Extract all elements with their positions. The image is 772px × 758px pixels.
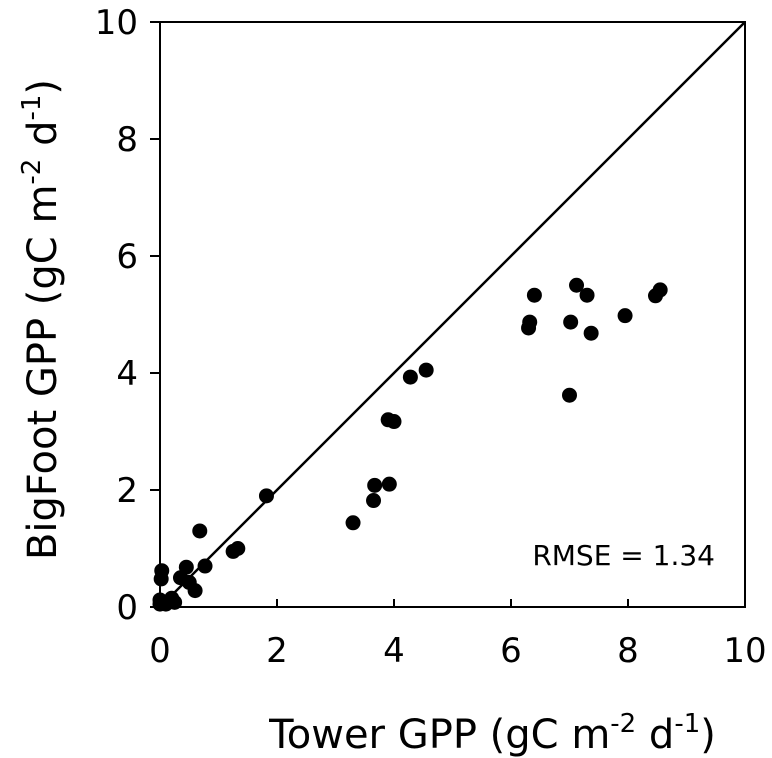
x-tick-label: 4 <box>383 631 405 671</box>
data-point <box>197 558 213 574</box>
x-tick-label: 8 <box>617 631 639 671</box>
data-point <box>526 287 542 303</box>
data-point <box>579 287 595 303</box>
x-axis-title: Tower GPP (gC m-2 d-1) <box>268 709 716 758</box>
x-tick-label: 0 <box>149 631 171 671</box>
data-point <box>617 308 633 324</box>
data-point <box>258 488 274 504</box>
data-point <box>569 277 585 293</box>
y-tick-label: 10 <box>95 3 138 43</box>
y-tick-label: 2 <box>116 471 138 511</box>
data-point <box>178 559 194 575</box>
data-point <box>418 362 434 378</box>
y-tick-label: 0 <box>116 588 138 628</box>
data-point <box>192 523 208 539</box>
data-point <box>164 590 180 606</box>
data-point <box>563 314 579 330</box>
data-point <box>154 563 170 579</box>
plot-frame <box>159 21 746 608</box>
x-tick-label: 6 <box>500 631 522 671</box>
data-point <box>366 493 382 509</box>
y-tick-label: 8 <box>116 120 138 160</box>
data-point <box>583 325 599 341</box>
y-tick-label: 4 <box>116 354 138 394</box>
y-axis-title: BigFoot GPP (gC m-2 d-1) <box>17 79 66 560</box>
x-tick-label: 10 <box>723 631 766 671</box>
x-tick-label: 2 <box>266 631 288 671</box>
data-point <box>187 583 203 599</box>
y-tick-label: 6 <box>116 237 138 277</box>
data-point <box>345 515 361 531</box>
data-point <box>386 414 402 430</box>
plot-area <box>152 21 746 612</box>
data-point <box>381 476 397 492</box>
data-points <box>152 277 668 612</box>
data-point <box>230 541 246 556</box>
x-axis-ticks: 0 2 4 6 8 10 <box>149 599 767 671</box>
data-point <box>522 314 538 330</box>
data-point <box>402 369 418 385</box>
rmse-annotation: RMSE = 1.34 <box>532 539 715 572</box>
one-to-one-line <box>159 21 746 608</box>
data-point <box>652 282 668 298</box>
data-point <box>367 477 383 493</box>
y-axis-ticks: 0 2 4 6 8 10 <box>95 3 160 628</box>
data-point <box>562 387 577 403</box>
